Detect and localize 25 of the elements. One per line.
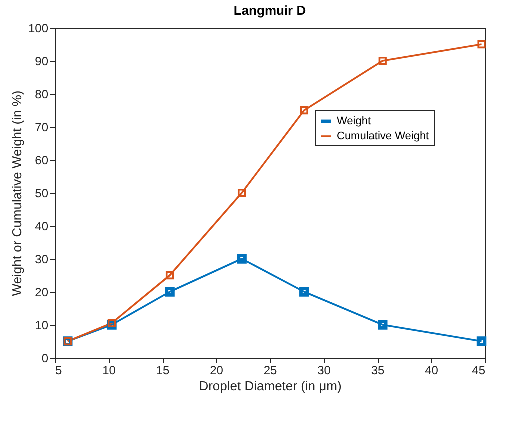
x-tick-label: 30 [318, 364, 332, 378]
y-tick-label: 50 [35, 186, 49, 200]
y-tick-label: 90 [35, 54, 49, 68]
x-tick-label: 15 [156, 364, 170, 378]
x-tick-label: 20 [210, 364, 224, 378]
legend-label: Weight [337, 116, 372, 128]
y-tick-label: 20 [35, 286, 49, 300]
y-tick-label: 10 [35, 318, 49, 332]
y-tick-label: 100 [28, 22, 49, 36]
x-tick-label: 5 [56, 364, 62, 378]
x-tick-label: 40 [425, 364, 439, 378]
x-tick-label: 25 [264, 364, 278, 378]
y-tick-label: 30 [35, 252, 49, 266]
y-tick-label: 0 [42, 352, 49, 366]
x-tick-label: 45 [472, 364, 486, 378]
x-tick-label: 35 [371, 364, 385, 378]
y-axis-title: Weight or Cumulative Weight (in %) [9, 90, 24, 296]
legend-label: Cumulative Weight [337, 130, 430, 142]
y-tick-label: 70 [35, 120, 49, 134]
y-tick-label: 40 [35, 220, 49, 234]
y-tick-label: 80 [35, 88, 49, 102]
y-tick-label: 60 [35, 154, 49, 168]
x-axis-title: Droplet Diameter (in μm) [199, 378, 342, 394]
x-tick-label: 10 [102, 364, 116, 378]
chart-title: Langmuir D [234, 3, 306, 18]
